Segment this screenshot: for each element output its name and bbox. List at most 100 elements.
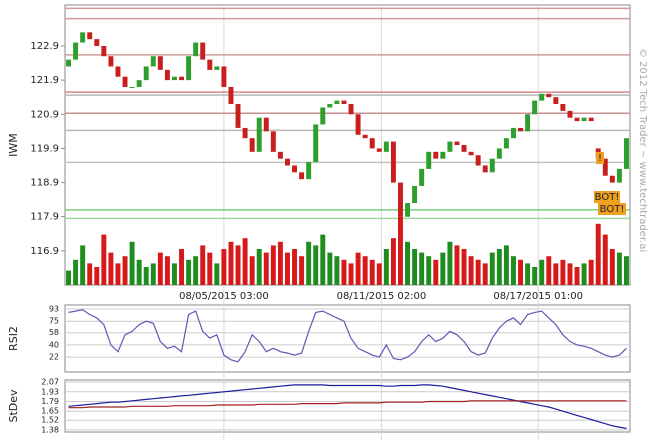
volume-bar bbox=[235, 245, 241, 285]
candle-body bbox=[235, 104, 241, 128]
candle-body bbox=[143, 66, 149, 81]
y-tick-label: 40 bbox=[49, 340, 59, 349]
x-tick-label: 08/11/2015 02:00 bbox=[337, 291, 427, 302]
candle-body bbox=[341, 100, 347, 105]
candle-body bbox=[362, 134, 368, 139]
volume-bar bbox=[623, 256, 629, 285]
y-axis-label: StDev bbox=[7, 389, 20, 423]
volume-bar bbox=[567, 263, 573, 285]
volume-bar bbox=[482, 263, 488, 285]
candle-body bbox=[101, 45, 107, 57]
volume-bar bbox=[433, 259, 439, 285]
volume-bar bbox=[193, 256, 199, 285]
volume-bar bbox=[546, 256, 552, 285]
volume-bar bbox=[101, 234, 107, 285]
series-line bbox=[68, 384, 627, 430]
candle-body bbox=[270, 131, 276, 152]
volume-bar bbox=[263, 252, 269, 285]
y-tick-label: 116.9 bbox=[30, 246, 59, 257]
volume-bar bbox=[327, 252, 333, 285]
watermark: © 2012 Tech Trader ~ www.techtrader.ai bbox=[637, 48, 648, 252]
candle-body bbox=[179, 76, 185, 81]
y-tick-label: 118.9 bbox=[30, 178, 59, 189]
volume-bar bbox=[503, 245, 509, 285]
volume-bar bbox=[510, 256, 516, 285]
candle-body bbox=[115, 66, 121, 77]
volume-bar bbox=[334, 256, 340, 285]
candle-body bbox=[539, 93, 545, 101]
candle-body bbox=[525, 114, 531, 132]
volume-bar bbox=[249, 256, 255, 285]
candle-body bbox=[108, 56, 114, 67]
candle-body bbox=[320, 107, 326, 125]
y-tick-label: 1.65 bbox=[41, 407, 59, 416]
candle-body bbox=[397, 182, 403, 217]
candle-body bbox=[242, 127, 248, 139]
volume-bar bbox=[405, 241, 411, 285]
y-tick-label: 1.52 bbox=[41, 416, 59, 425]
candle-body bbox=[214, 66, 220, 70]
volume-bar bbox=[412, 249, 418, 285]
volume-bar bbox=[73, 259, 79, 285]
x-tick-label: 08/17/2015 01:00 bbox=[493, 291, 583, 302]
annotation-box bbox=[594, 191, 620, 203]
candle-body bbox=[249, 138, 255, 152]
candle-body bbox=[376, 148, 382, 152]
annotation: ! bbox=[598, 153, 602, 164]
volume-bar bbox=[440, 252, 446, 285]
volume-bar bbox=[108, 252, 114, 285]
volume-bar bbox=[489, 252, 495, 285]
volume-bar bbox=[292, 249, 298, 285]
y-tick-label: 93 bbox=[49, 305, 59, 314]
volume-bar bbox=[468, 256, 474, 285]
y-tick-label: 58 bbox=[49, 328, 59, 337]
candle-body bbox=[80, 32, 86, 43]
candle-body bbox=[440, 151, 446, 159]
volume-bar bbox=[122, 256, 128, 285]
annotation-box bbox=[598, 203, 626, 215]
y-tick-label: 121.9 bbox=[30, 75, 59, 86]
candle-body bbox=[574, 117, 580, 122]
volume-bar bbox=[171, 263, 177, 285]
volume-bar bbox=[143, 267, 149, 285]
candle-body bbox=[567, 110, 573, 118]
candle-body bbox=[546, 93, 552, 98]
candle-body bbox=[581, 117, 587, 122]
volume-bar bbox=[179, 249, 185, 285]
volume-bar bbox=[383, 249, 389, 285]
candle-body bbox=[412, 185, 418, 204]
candle-body bbox=[496, 148, 502, 159]
series-line bbox=[68, 309, 627, 363]
candle-body bbox=[150, 56, 156, 67]
candle-body bbox=[602, 158, 608, 176]
volume-bar bbox=[362, 256, 368, 285]
panel-frame bbox=[64, 379, 631, 433]
volume-bar bbox=[454, 245, 460, 285]
candle-body bbox=[355, 114, 361, 135]
volume-bar bbox=[532, 267, 538, 285]
volume-bar bbox=[574, 267, 580, 285]
annotation: BOT! bbox=[595, 192, 620, 203]
candle-body bbox=[390, 141, 396, 183]
y-tick-label: 1.79 bbox=[41, 397, 59, 406]
y-axis-label: RSI2 bbox=[7, 326, 20, 351]
candle-body bbox=[136, 80, 142, 87]
candle-body bbox=[383, 141, 389, 152]
volume-bar bbox=[94, 267, 100, 285]
volume-bar bbox=[277, 241, 283, 285]
candle-body bbox=[186, 56, 192, 81]
volume-bar bbox=[66, 270, 72, 285]
candle-body bbox=[588, 117, 594, 122]
panel-frame bbox=[64, 4, 631, 286]
volume-bar bbox=[214, 263, 220, 285]
candle-body bbox=[157, 56, 163, 70]
volume-bar bbox=[616, 252, 622, 285]
volume-bar bbox=[376, 263, 382, 285]
volume-bar bbox=[553, 263, 559, 285]
volume-bar bbox=[164, 256, 170, 285]
annotation-box bbox=[596, 152, 604, 164]
candle-body bbox=[348, 104, 354, 115]
candle-body bbox=[510, 127, 516, 139]
volume-bar bbox=[581, 263, 587, 285]
candle-body bbox=[228, 86, 234, 105]
